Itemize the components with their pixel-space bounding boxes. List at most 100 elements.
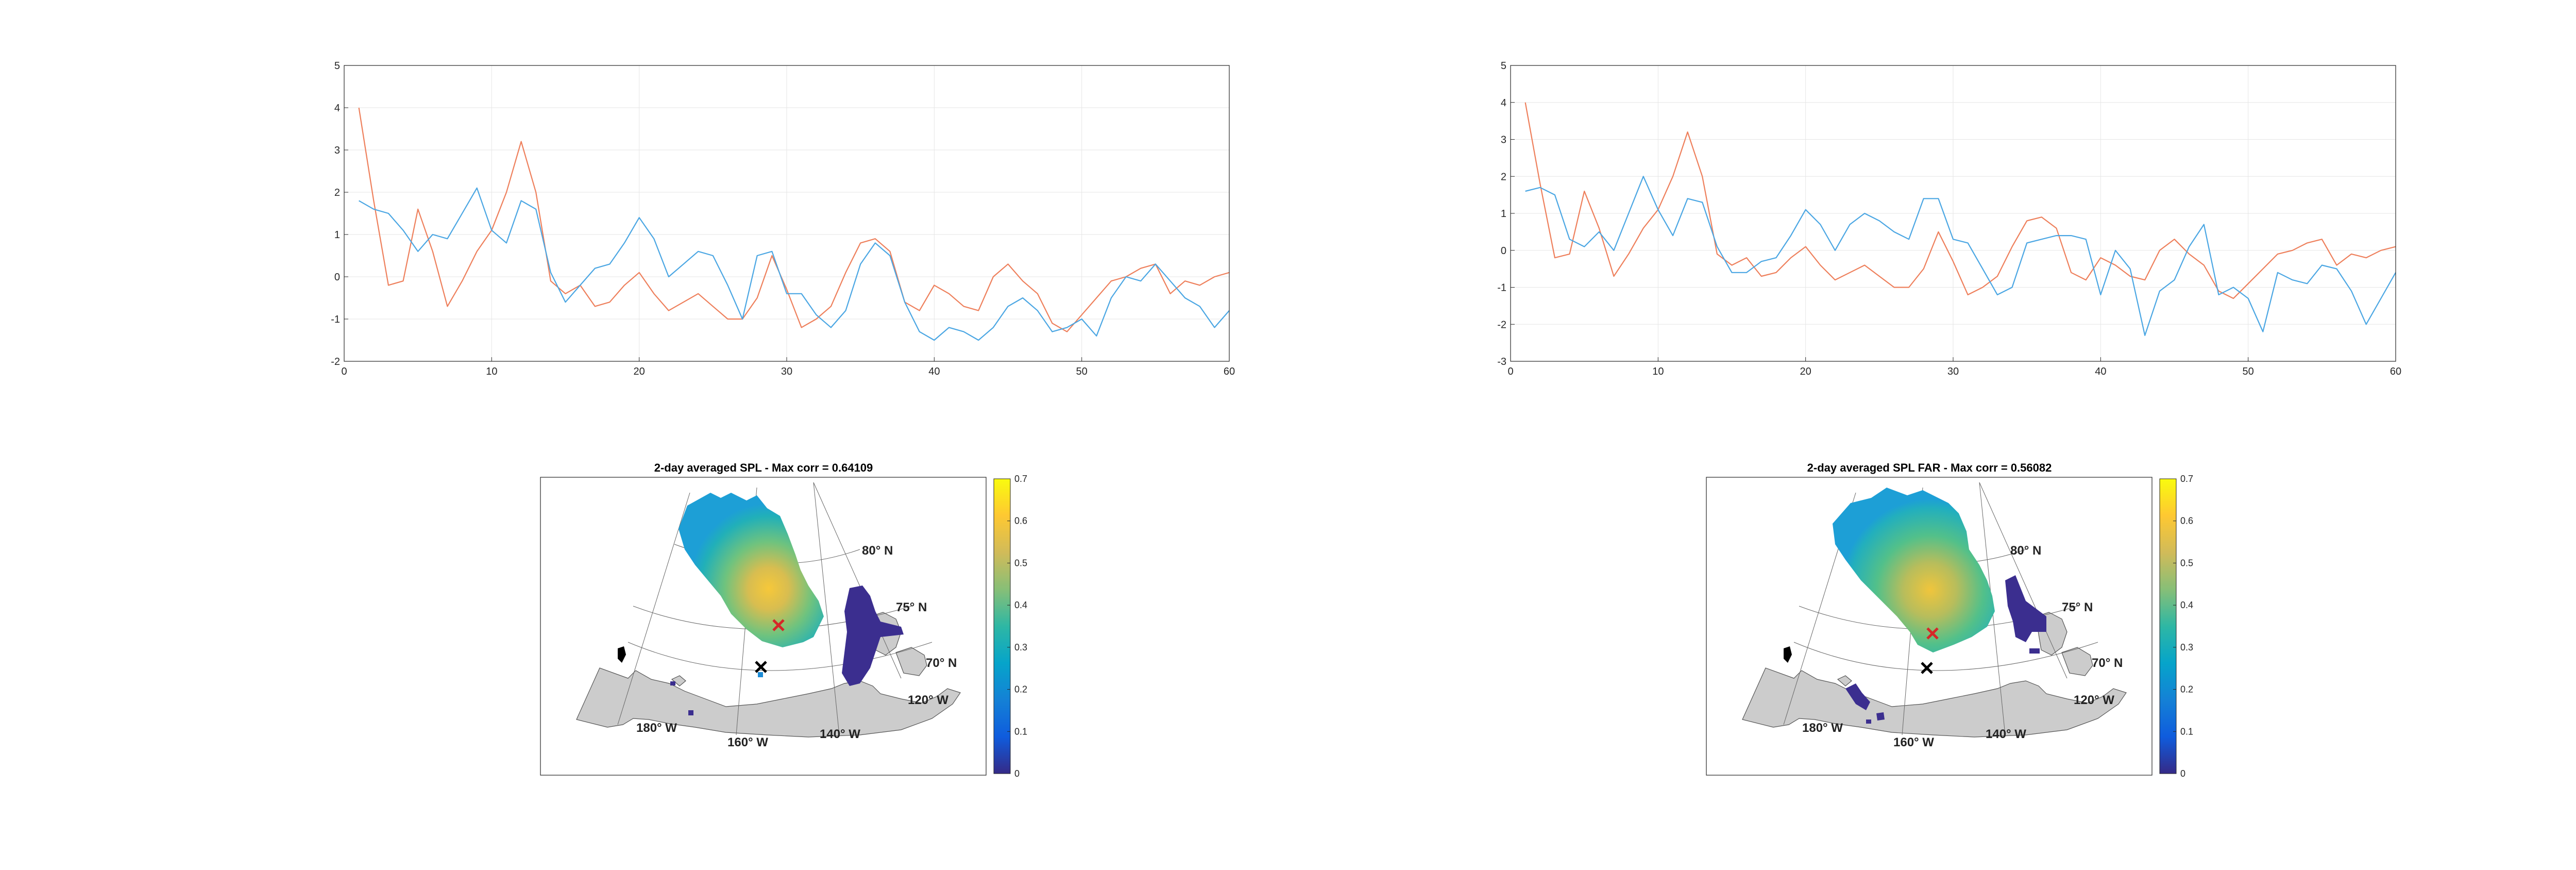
map-1-lon-label-140: 140° W [820,727,860,741]
map-2-lat-label-80: 80° N [2010,544,2041,558]
map-2-colorbar-gradient [2159,478,2177,774]
plot-1-series [358,107,1230,341]
x-tick-label: 60 [2390,366,2401,377]
map-2-land-islands [1837,612,2093,687]
map-1-lat-label-75: 75° N [896,600,927,614]
colorbar-tick-label: 0 [1014,768,1020,779]
y-tick-label: 4 [1501,97,1506,109]
plot-2-series [1524,102,2396,336]
colorbar-tick-label: 0.3 [1014,642,1027,652]
map-1-max-marker-icon [772,619,785,631]
map-1-colorbar: 0 0.1 0.2 0.3 0.4 0.5 0.6 0.7 [993,474,1027,779]
x-tick-label: 10 [1652,366,1664,377]
map-2-lon-label-140: 140° W [1986,727,2026,741]
y-tick-label: 5 [334,60,340,72]
x-tick-label: 30 [1947,366,1959,377]
map-2-lon-label-120: 120° W [2074,693,2114,707]
map-2-low-cells-south [1845,683,1885,724]
series-line-2 [1525,176,2396,336]
y-tick-label: 2 [1501,171,1506,182]
x-tick-label: 60 [1224,366,1235,377]
y-tick-label: 1 [334,229,340,241]
y-tick-label: 2 [334,187,340,198]
y-tick-label: 0 [1501,245,1506,257]
y-tick-label: 1 [1501,208,1506,220]
y-tick-label: 5 [1501,60,1506,72]
map-2-low-cell-a [2029,648,2040,654]
map-2-lat-label-75: 75° N [2062,600,2093,614]
x-tick-label: 20 [634,366,645,377]
map-2-max-marker-icon [1926,627,1939,640]
map-2-colorbar-ticks: 0 0.1 0.2 0.3 0.4 0.5 0.6 0.7 [2173,474,2193,779]
map-1-low-correlation-patch [842,585,904,686]
map-1-content: 80° N 75° N 70° N 180° W 160° W 140° W 1… [576,482,961,749]
y-tick-label: -3 [1497,356,1506,367]
series-line-2 [359,187,1230,341]
colorbar-tick-label: 0 [2180,768,2185,779]
colorbar-tick-label: 0.3 [2180,642,2193,652]
map-1-colorbar-ticks: 0 0.1 0.2 0.3 0.4 0.5 0.6 0.7 [1007,474,1027,779]
x-tick-label: 40 [928,366,940,377]
series-line-1 [1524,102,2396,299]
y-tick-label: -2 [1497,319,1506,330]
series-line-1 [358,107,1230,332]
colorbar-tick-label: 0.1 [1014,726,1027,737]
y-tick-label: 4 [334,103,340,114]
map-2-correlation-field [1833,488,1995,652]
colorbar-tick-label: 0.7 [1014,474,1027,484]
map-1-black-coast [618,646,626,663]
map-2-colorbar: 0 0.1 0.2 0.3 0.4 0.5 0.6 0.7 [2159,474,2193,779]
line-plot-2: 0 10 20 30 40 50 60 -3 -2 -1 0 1 2 3 4 5 [1497,60,2401,377]
colorbar-tick-label: 0.2 [2180,684,2193,695]
colorbar-tick-label: 0.2 [1014,684,1027,695]
map-panel-1: 2-day averaged SPL - Max corr = 0.64109 [540,461,1027,779]
x-tick-label: 40 [2095,366,2106,377]
map-1-lat-label-80: 80° N [862,544,893,558]
map-1-title: 2-day averaged SPL - Max corr = 0.64109 [654,461,873,474]
map-1-low-cell-a [670,681,675,685]
colorbar-tick-label: 0.6 [2180,516,2193,526]
colorbar-tick-label: 0.1 [2180,726,2193,737]
y-tick-label: 3 [334,145,340,156]
colorbar-tick-label: 0.7 [2180,474,2193,484]
y-tick-label: 0 [334,272,340,283]
map-1-lon-label-180: 180° W [636,721,677,735]
map-2-content: 80° N 75° N 70° N 180° W 160° W 140° W 1… [1742,482,2127,749]
y-tick-label: -1 [1497,282,1506,294]
colorbar-tick-label: 0.5 [2180,558,2193,568]
map-1-correlation-field [679,493,824,647]
x-tick-label: 0 [341,366,347,377]
x-tick-label: 0 [1507,366,1513,377]
map-1-colorbar-gradient [993,478,1011,774]
plot-2-x-ticks: 0 10 20 30 40 50 60 [1507,357,2401,377]
colorbar-tick-label: 0.5 [1014,558,1027,568]
map-1-site-marker-icon [755,661,767,673]
plot-1-y-ticks: -2 -1 0 1 2 3 4 5 [331,60,348,367]
x-tick-label: 30 [781,366,792,377]
map-2-low-correlation-patch [2005,575,2046,642]
x-tick-label: 20 [1800,366,1811,377]
x-tick-label: 50 [2243,366,2254,377]
plot-1-x-ticks: 0 10 20 30 40 50 60 [341,357,1235,377]
map-1-lat-label-70: 70° N [926,656,957,670]
map-1-low-cell-c [758,672,763,677]
map-2-lon-label-180: 180° W [1802,721,1843,735]
map-2-lon-label-160: 160° W [1893,735,1934,749]
map-2-title: 2-day averaged SPL FAR - Max corr = 0.56… [1807,461,2052,474]
y-tick-label: -1 [331,314,340,325]
map-panel-2: 2-day averaged SPL FAR - Max corr = 0.56… [1706,461,2193,779]
line-plot-1: 0 10 20 30 40 50 60 -2 -1 0 1 2 3 4 5 [331,60,1235,377]
x-tick-label: 50 [1076,366,1088,377]
map-1-lon-label-160: 160° W [727,735,768,749]
colorbar-tick-label: 0.6 [1014,516,1027,526]
y-tick-label: -2 [331,356,340,367]
map-2-black-coast [1784,646,1792,663]
map-1-low-cell-b [688,710,693,715]
map-1-lon-label-120: 120° W [908,693,948,707]
map-2-site-marker-icon [1921,662,1933,674]
y-tick-label: 3 [1501,135,1506,146]
map-2-lat-label-70: 70° N [2092,656,2123,670]
plot-2-y-ticks: -3 -2 -1 0 1 2 3 4 5 [1497,60,1515,367]
colorbar-tick-label: 0.4 [2180,600,2193,610]
